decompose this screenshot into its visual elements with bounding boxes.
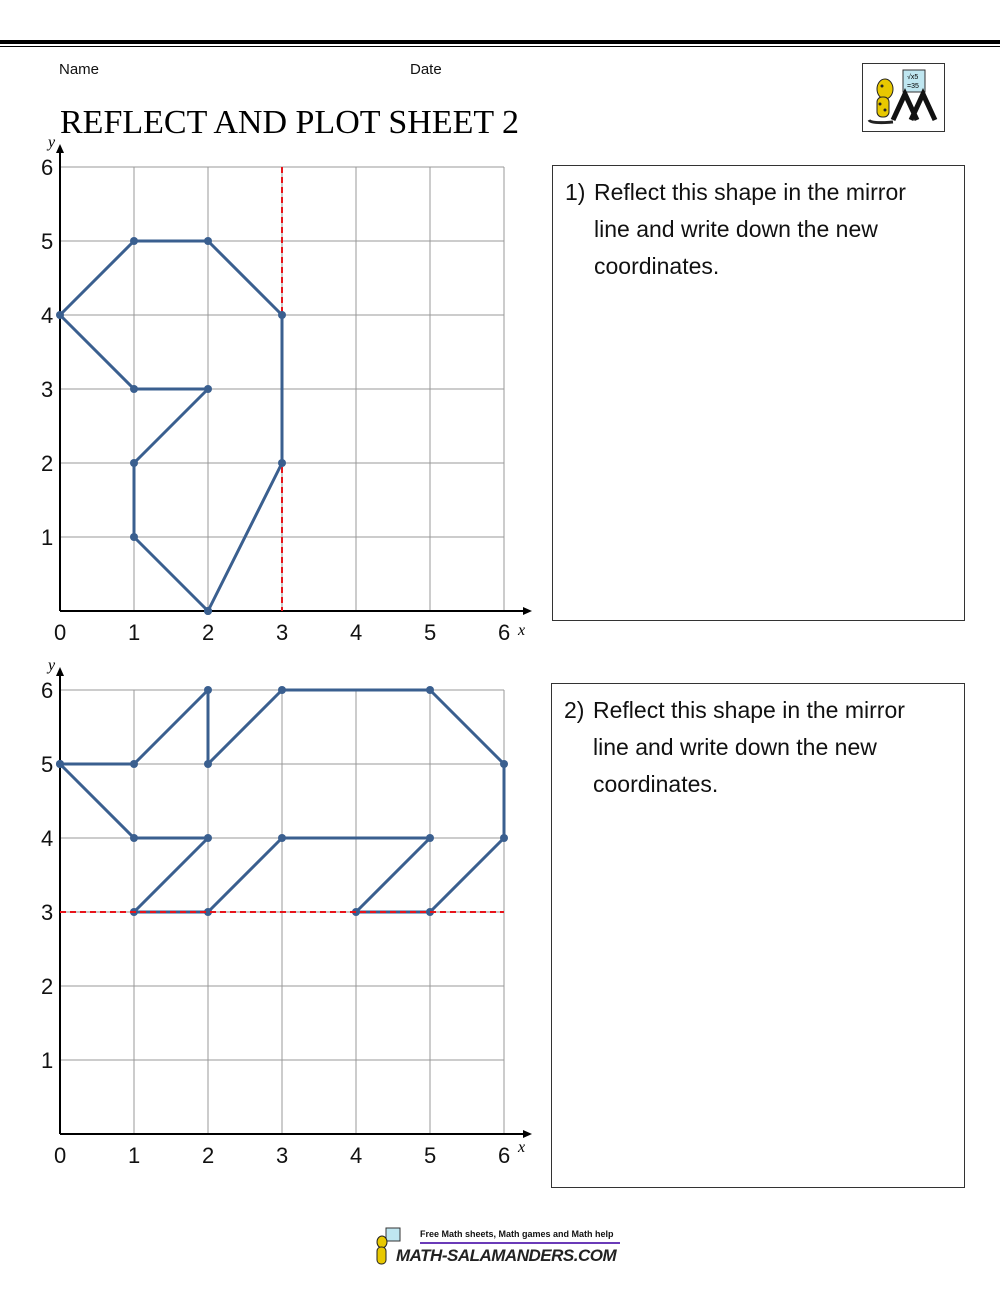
y-axis-arrow-icon (56, 667, 64, 676)
y-tick-label: 4 (41, 826, 53, 851)
y-tick-label: 5 (41, 229, 53, 254)
x-axis-arrow-icon (523, 1130, 532, 1138)
footer-site: MATH-SALAMANDERS.COM (396, 1246, 617, 1265)
x-axis-label: x (517, 622, 525, 639)
footer-divider (420, 1242, 620, 1244)
shape-vertex (500, 760, 508, 768)
shape-vertex (204, 760, 212, 768)
shape-vertex (278, 834, 286, 842)
footer-tagline: Free Math sheets, Math games and Math he… (420, 1229, 614, 1239)
salamander-icon (376, 1227, 401, 1265)
y-axis-label: y (46, 657, 56, 674)
y-tick-label: 3 (41, 377, 53, 402)
shape-vertex (426, 834, 434, 842)
shape-vertex (130, 237, 138, 245)
question-number: 1) (565, 179, 586, 205)
x-tick-label: 6 (498, 620, 510, 645)
x-tick-label: 1 (128, 620, 140, 645)
salamander-logo-icon: √x5 =35 (862, 63, 945, 132)
y-tick-label: 2 (41, 974, 53, 999)
y-axis-arrow-icon (56, 144, 64, 153)
shape-vertex (56, 311, 64, 319)
x-axis-arrow-icon (523, 607, 532, 615)
x-tick-label: 4 (350, 620, 362, 645)
shape-vertex (130, 459, 138, 467)
x-tick-label: 3 (276, 620, 288, 645)
x-tick-label: 5 (424, 620, 436, 645)
shape-vertex (278, 311, 286, 319)
page-title: REFLECT AND PLOT SHEET 2 (60, 104, 520, 141)
shape-vertex (204, 686, 212, 694)
svg-text:=35: =35 (907, 83, 919, 90)
y-tick-label: 5 (41, 752, 53, 777)
x-tick-label: 2 (202, 1143, 214, 1168)
y-axis-label: y (46, 134, 56, 151)
x-tick-label: 0 (54, 620, 66, 645)
shape-vertex (500, 834, 508, 842)
shape-outline (58, 239, 284, 613)
x-tick-label: 2 (202, 620, 214, 645)
shape-vertex (426, 686, 434, 694)
shape-vertex (278, 686, 286, 694)
x-axis-label: x (517, 1139, 525, 1156)
y-tick-label: 1 (41, 1048, 53, 1073)
y-tick-label: 2 (41, 451, 53, 476)
shape-vertex (204, 607, 212, 615)
x-tick-label: 3 (276, 1143, 288, 1168)
answer-box-1[interactable]: 1) Reflect this shape in the mirror line… (552, 165, 965, 621)
shape-vertex (204, 385, 212, 393)
y-tick-label: 6 (41, 155, 53, 180)
x-tick-label: 0 (54, 1143, 66, 1168)
y-tick-label: 4 (41, 303, 53, 328)
shape-vertex (204, 237, 212, 245)
shape-vertex (130, 385, 138, 393)
y-tick-label: 1 (41, 525, 53, 550)
x-tick-label: 1 (128, 1143, 140, 1168)
shape-vertex (130, 760, 138, 768)
date-label: Date (410, 61, 442, 78)
question-text: Reflect this shape in the mirror line an… (594, 179, 906, 279)
shape-vertex (56, 760, 64, 768)
shape-vertex (130, 834, 138, 842)
top-rule (0, 40, 1000, 44)
x-tick-label: 5 (424, 1143, 436, 1168)
y-tick-label: 6 (41, 678, 53, 703)
name-label: Name (59, 61, 100, 78)
shape-vertex (204, 908, 212, 916)
shape-vertex (204, 834, 212, 842)
shape-vertex (278, 459, 286, 467)
shape-vertex (130, 533, 138, 541)
top-rule-thin (0, 46, 1000, 47)
x-tick-label: 4 (350, 1143, 362, 1168)
y-tick-label: 3 (41, 900, 53, 925)
x-tick-label: 6 (498, 1143, 510, 1168)
question-number: 2) (564, 697, 585, 723)
answer-box-2[interactable]: 2) Reflect this shape in the mirror line… (551, 683, 965, 1188)
svg-text:√x5: √x5 (907, 73, 918, 81)
footer-logo[interactable]: Free Math sheets, Math games and Math he… (372, 1226, 624, 1270)
question-text: Reflect this shape in the mirror line an… (593, 697, 905, 797)
